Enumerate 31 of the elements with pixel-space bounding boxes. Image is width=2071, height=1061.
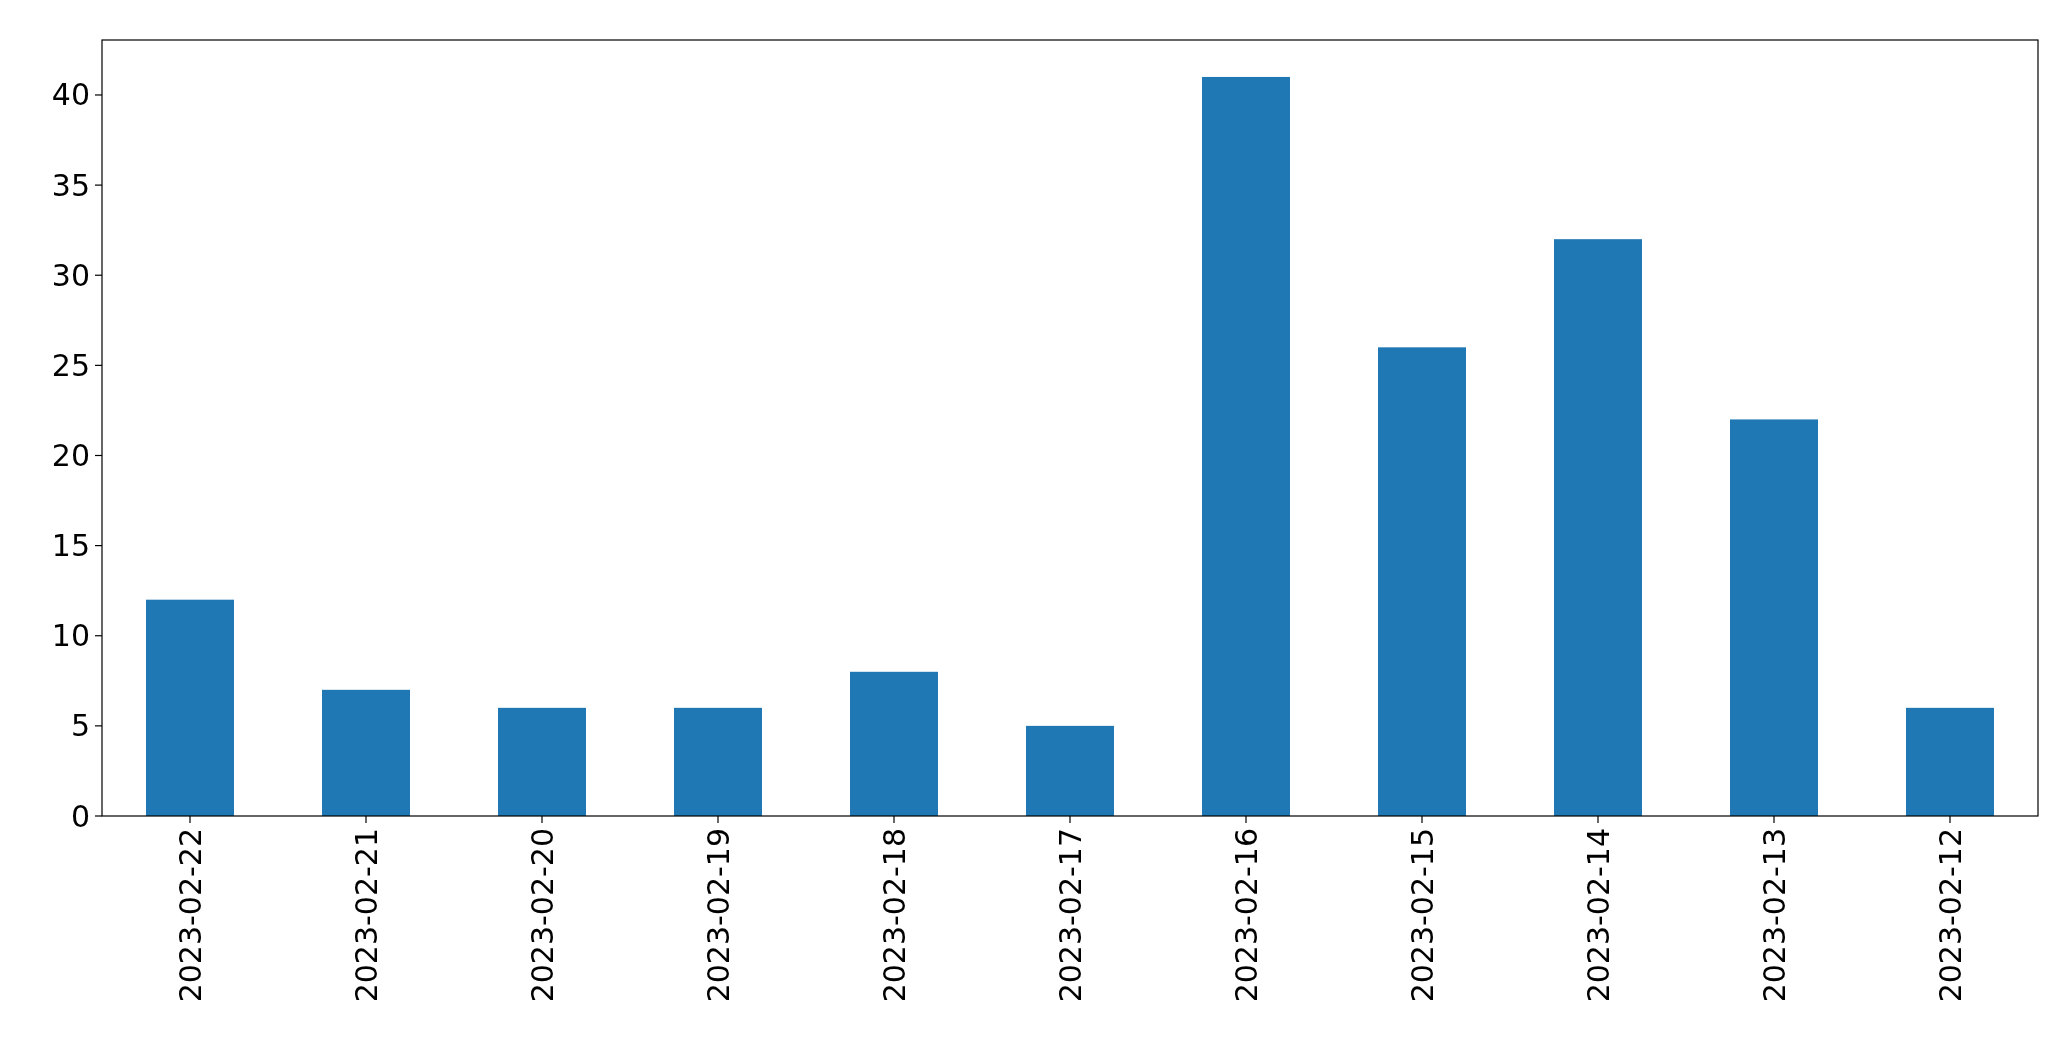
x-tick-label: 2023-02-20 (524, 828, 560, 1003)
x-tick-label: 2023-02-15 (1404, 828, 1440, 1003)
x-tick-label: 2023-02-14 (1580, 828, 1616, 1003)
x-tick-label: 2023-02-19 (700, 828, 736, 1003)
y-tick-label: 20 (51, 437, 90, 473)
bar (1202, 76, 1290, 816)
y-tick-label: 25 (51, 347, 90, 383)
x-tick-label: 2023-02-21 (348, 828, 384, 1003)
x-tick-label: 2023-02-18 (876, 828, 912, 1003)
bar (146, 599, 234, 816)
bar (498, 707, 586, 816)
bar (1730, 419, 1818, 816)
bar (1026, 725, 1114, 816)
y-tick-label: 30 (51, 257, 90, 293)
x-tick-label: 2023-02-17 (1052, 828, 1088, 1003)
y-tick-label: 35 (51, 167, 90, 203)
x-tick-label: 2023-02-22 (172, 828, 208, 1003)
bar (322, 689, 410, 816)
x-tick-label: 2023-02-16 (1228, 828, 1264, 1003)
bar (1554, 239, 1642, 816)
y-tick-label: 10 (51, 618, 90, 654)
y-tick-label: 15 (51, 528, 90, 564)
bar (850, 671, 938, 816)
bar (674, 707, 762, 816)
bar (1378, 347, 1466, 816)
bar (1906, 707, 1994, 816)
x-tick-label: 2023-02-13 (1756, 828, 1792, 1003)
y-tick-label: 0 (70, 798, 90, 834)
y-tick-label: 5 (70, 708, 90, 744)
x-tick-label: 2023-02-12 (1932, 828, 1968, 1003)
y-tick-label: 40 (51, 77, 90, 113)
